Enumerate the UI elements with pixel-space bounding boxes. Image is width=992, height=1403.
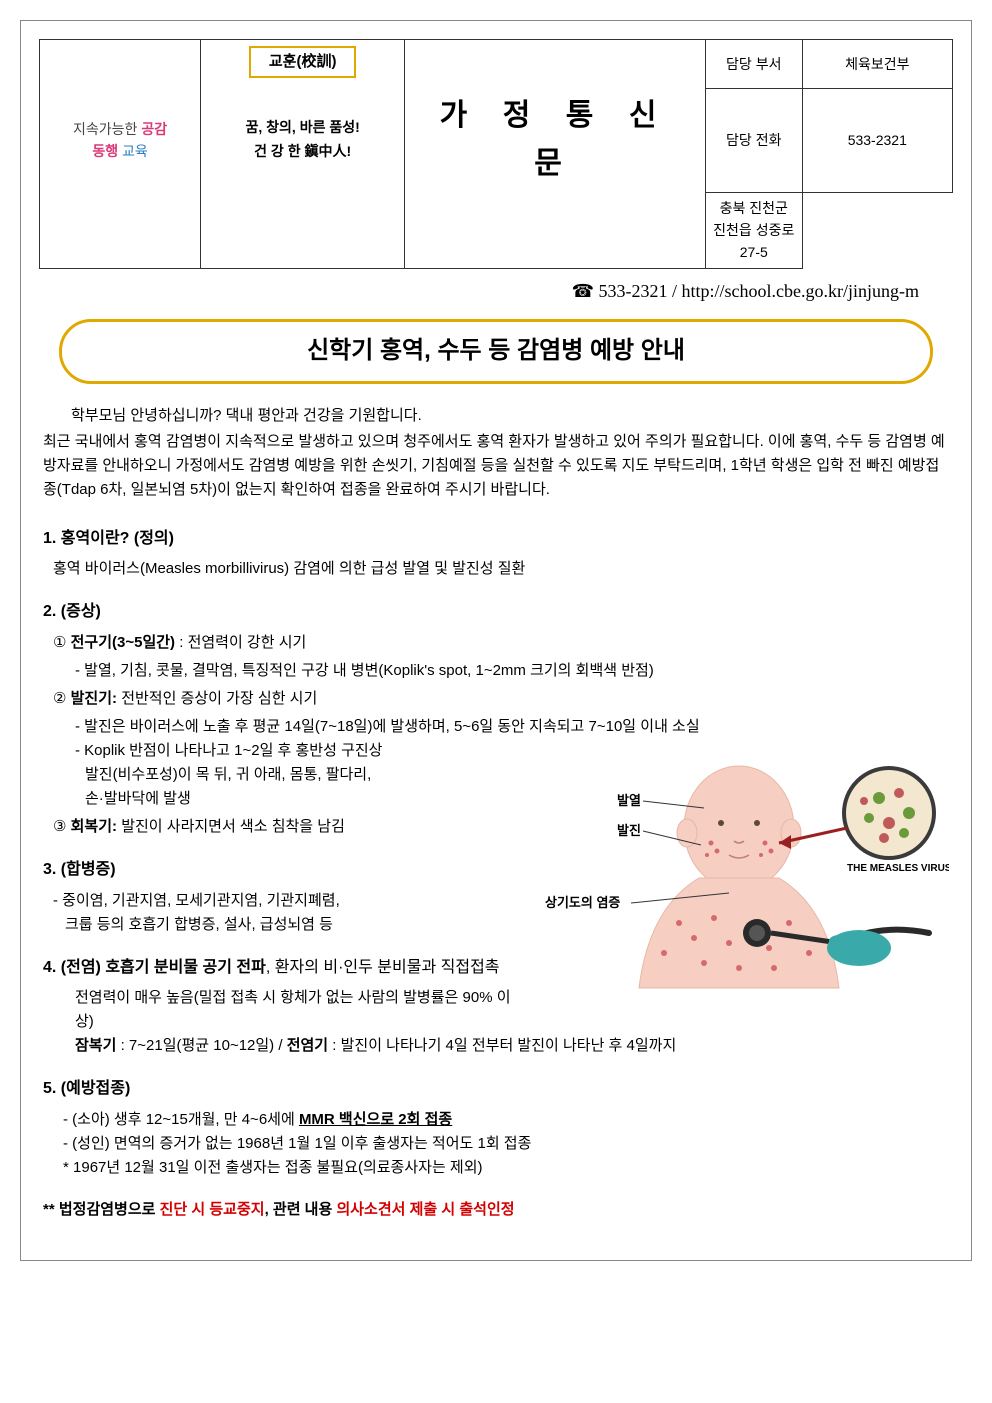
s2-item1: ① 전구기(3~5일간) : 전염력이 강한 시기 — [53, 631, 949, 655]
address-cell: 충북 진천군 진천읍 성중로 27-5 — [705, 192, 802, 268]
s4-l2b: : 7~21일(평균 10~12일) / — [116, 1037, 286, 1054]
s2-i1-detail: - 발열, 기침, 콧물, 결막염, 특징적인 구강 내 병변(Koplik's… — [75, 659, 949, 683]
logo-cell-mid: 지속가능한 공감동행 교육 — [40, 88, 201, 192]
fn-p1: ** 법정감염병으로 — [43, 1201, 160, 1218]
s2-head: 2. (증상) — [43, 599, 949, 625]
logo-cell-bot — [40, 192, 201, 268]
illus-label-throat: 상기도의 염증 — [545, 895, 620, 910]
main-title-text: 가 정 통 신 문 — [440, 99, 671, 180]
contact-line: ☎ 533-2321 / http://school.cbe.go.kr/jin… — [39, 277, 919, 306]
s5-head: 5. (예방접종) — [43, 1076, 949, 1102]
illustration-svg: 발열 발진 상기도의 염증 THE MEASLES VIRUS — [539, 743, 949, 1003]
s2-i1-title: 전구기(3~5일간) — [66, 634, 175, 651]
motto-label-cell: 교훈(校訓) — [201, 40, 405, 89]
document-frame: 교훈(校訓) 담당 부서 체육보건부 지속가능한 공감동행 교육 꿈, 창의, … — [20, 20, 972, 1261]
s2-i2-title: 발진기: — [66, 690, 117, 707]
header-table: 교훈(校訓) 담당 부서 체육보건부 지속가능한 공감동행 교육 꿈, 창의, … — [39, 39, 953, 269]
section-2: 2. (증상) ① 전구기(3~5일간) : 전염력이 강한 시기 - 발열, … — [43, 599, 949, 839]
banner-title: 신학기 홍역, 수두 등 감염병 예방 안내 — [307, 337, 685, 364]
s4-l2c: 전염기 — [287, 1037, 328, 1054]
illus-label-virus: THE MEASLES VIRUS — [847, 863, 949, 874]
motto-lines-cell: 꿈, 창의, 바른 품성! 건 강 한 鎭中人! — [201, 88, 405, 192]
address-text: 충북 진천군 진천읍 성중로 27-5 — [713, 200, 794, 261]
illus-label-rash: 발진 — [617, 823, 641, 838]
title-banner: 신학기 홍역, 수두 등 감염병 예방 안내 — [59, 319, 933, 383]
motto-label: 교훈(校訓) — [249, 46, 357, 78]
logo-prefix: 지속가능한 — [73, 121, 137, 137]
s5-l3: * 1967년 12월 31일 이전 출생자는 접종 불필요(의료종사자는 제외… — [63, 1156, 949, 1180]
s2-i3-marker: ③ — [53, 818, 66, 835]
s4-l2: 잠복기 : 7~21일(평균 10~12일) / 전염기 : 발진이 나타나기 … — [75, 1034, 949, 1058]
s2-i2-rest: 전반적인 증상이 가장 심한 시기 — [117, 690, 317, 707]
s1-head: 1. 홍역이란? (정의) — [43, 526, 949, 552]
phone-label: 담당 전화 — [705, 88, 802, 192]
s4-l2d: : 발진이 나타나기 4일 전부터 발진이 나타난 후 4일까지 — [328, 1037, 676, 1054]
s2-item2: ② 발진기: 전반적인 증상이 가장 심한 시기 — [53, 687, 949, 711]
intro-block: 학부모님 안녕하십니까? 댁내 평안과 건강을 기원합니다. 최근 국내에서 홍… — [43, 404, 949, 502]
illus-label-fever: 발열 — [617, 793, 641, 808]
contact-phone: ☎ 533-2321 — [572, 281, 668, 301]
title-cell-top — [405, 40, 706, 89]
contact-url: http://school.cbe.go.kr/jinjung-m — [682, 281, 919, 301]
fn-p3: , 관련 내용 — [265, 1201, 337, 1218]
logo-suffix: 교육 — [122, 143, 148, 159]
fn-p4: 의사소견서 제출 시 출석인정 — [336, 1201, 514, 1218]
s4-head-rest: , 환자의 비·인두 분비물과 직접접촉 — [266, 959, 500, 976]
section-1: 1. 홍역이란? (정의) 홍역 바이러스(Measles morbillivi… — [43, 526, 949, 582]
motto-line2: 건 강 한 鎭中人! — [207, 140, 398, 164]
s1-body: 홍역 바이러스(Measles morbillivirus) 감염에 의한 급성… — [53, 557, 949, 581]
dept-label: 담당 부서 — [705, 40, 802, 89]
intro-line1: 학부모님 안녕하십니까? 댁내 평안과 건강을 기원합니다. — [43, 404, 949, 428]
motto-line1: 꿈, 창의, 바른 품성! — [207, 116, 398, 140]
s2-i1-marker: ① — [53, 634, 66, 651]
phone-value: 533-2321 — [802, 88, 952, 192]
s2-i3-rest: 발진이 사라지면서 색소 침착을 남김 — [117, 818, 345, 835]
main-title: 가 정 통 신 문 — [405, 88, 706, 192]
s5-l1a: - (소아) 생후 12~15개월, 만 4~6세에 — [63, 1111, 299, 1128]
motto-cell-bot — [201, 192, 405, 268]
s2-i3-title: 회복기: — [66, 818, 117, 835]
s5-l1: - (소아) 생후 12~15개월, 만 4~6세에 MMR 백신으로 2회 접… — [63, 1108, 949, 1132]
s2-i2-marker: ② — [53, 690, 66, 707]
s5-l1b: MMR 백신으로 2회 접종 — [299, 1111, 452, 1128]
dept-value: 체육보건부 — [802, 40, 952, 89]
intro-line2: 최근 국내에서 홍역 감염병이 지속적으로 발생하고 있으며 청주에서도 홍역 … — [43, 430, 949, 502]
fn-p2: 진단 시 등교중지 — [160, 1201, 265, 1218]
title-cell-bot — [405, 192, 706, 268]
contact-sep: / — [668, 281, 682, 301]
logo-cell — [40, 40, 201, 89]
measles-illustration: 발열 발진 상기도의 염증 THE MEASLES VIRUS — [539, 743, 949, 1011]
s2-i1-rest: : 전염력이 강한 시기 — [175, 634, 306, 651]
s2-i2-d1: - 발진은 바이러스에 노출 후 평균 14일(7~18일)에 발생하며, 5~… — [75, 715, 949, 739]
s4-l2a: 잠복기 — [75, 1037, 116, 1054]
logo-text: 지속가능한 공감동행 교육 — [46, 118, 194, 163]
s4-head-strong: 4. (전염) 호흡기 분비물 공기 전파 — [43, 959, 266, 976]
s5-l2: - (성인) 면역의 증거가 없는 1968년 1월 1일 이후 출생자는 적어… — [63, 1132, 949, 1156]
footer-note: ** 법정감염병으로 진단 시 등교중지, 관련 내용 의사소견서 제출 시 출… — [43, 1198, 949, 1222]
section-5: 5. (예방접종) - (소아) 생후 12~15개월, 만 4~6세에 MMR… — [43, 1076, 949, 1180]
